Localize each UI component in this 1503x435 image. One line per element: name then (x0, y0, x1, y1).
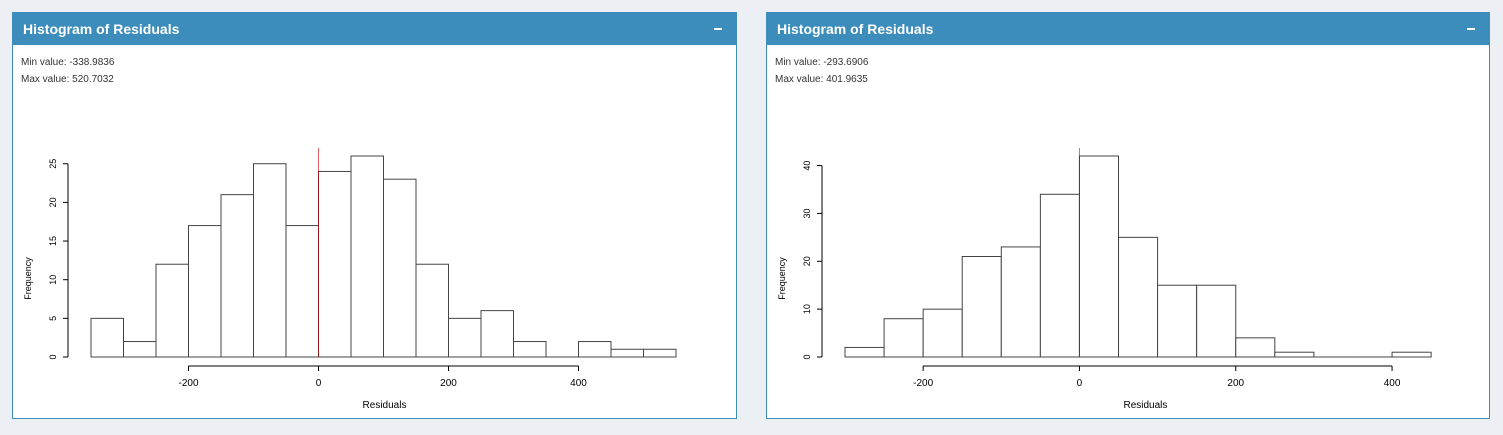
y-tick-label: 5 (48, 316, 58, 321)
histogram-bar (220, 194, 254, 358)
y-axis-label: Frequency (777, 257, 787, 300)
histogram-bar (285, 225, 319, 358)
x-tick-label: 200 (440, 378, 457, 389)
x-tick-label: 0 (316, 378, 322, 389)
y-tick-label: 10 (802, 304, 812, 314)
histogram-bar (610, 348, 644, 358)
y-tick-label: 30 (802, 208, 812, 218)
x-tick-label: 0 (1077, 378, 1083, 389)
y-tick-label: 15 (48, 236, 58, 246)
histogram-bar (1196, 284, 1237, 358)
histogram-bar (1157, 284, 1198, 358)
histogram-bar (415, 263, 449, 358)
histogram-bar (383, 178, 417, 358)
minus-icon (1467, 28, 1475, 30)
histogram-bar (188, 225, 222, 358)
panel-title: Histogram of Residuals (777, 21, 934, 37)
panel-header: Histogram of Residuals (767, 13, 1489, 45)
histogram-chart: -200 0 200 400 0 5 10 15 20 25 Residuals Frequency (23, 148, 677, 411)
x-axis-label: Residuals (363, 400, 407, 411)
histogram-bar (1274, 351, 1315, 358)
collapse-button[interactable] (710, 21, 726, 37)
y-tick-label: 20 (802, 256, 812, 266)
y-tick-label: 10 (48, 275, 58, 285)
y-axis-label: Frequency (23, 257, 33, 300)
histogram-bar (350, 155, 384, 358)
histogram-bar (1235, 337, 1276, 358)
histogram-bar (155, 263, 189, 358)
max-value-text: Max value: 520.7032 (21, 74, 114, 85)
panel-header: Histogram of Residuals (13, 13, 736, 45)
histogram-bar (318, 170, 352, 358)
x-tick-label: 400 (570, 378, 587, 389)
max-value-text: Max value: 401.9635 (775, 74, 868, 85)
x-axis-label: Residuals (1123, 400, 1167, 411)
x-tick-label: -200 (913, 378, 933, 389)
histogram-bar (90, 317, 124, 358)
minus-icon (714, 28, 722, 30)
histogram-bar (123, 341, 157, 358)
histogram-bar (643, 348, 677, 358)
min-value-text: Min value: -338.9836 (21, 57, 115, 68)
histogram-bar (1000, 246, 1041, 358)
histogram-bar (883, 318, 924, 358)
min-value-text: Min value: -293.6906 (775, 57, 869, 68)
histogram-bar (1118, 236, 1159, 358)
histogram-bar (1078, 155, 1120, 358)
histogram-bar (1039, 193, 1080, 358)
histogram-bar (844, 346, 885, 358)
histogram-bar (253, 163, 287, 358)
residuals-panel-1: Histogram of Residuals Min value: -338.9… (12, 12, 737, 419)
x-tick-label: -200 (178, 378, 198, 389)
y-tick-label: 0 (48, 354, 58, 359)
histogram-bar (480, 310, 514, 358)
histogram-bar (1391, 351, 1432, 358)
x-tick-label: 200 (1227, 378, 1244, 389)
y-tick-label: 25 (48, 159, 58, 169)
y-tick-label: 20 (48, 197, 58, 207)
histogram-chart: -200 0 200 400 0 10 20 30 40 Residuals Frequency (777, 148, 1432, 411)
stats-block: Min value: -338.9836 Max value: 520.7032 (13, 45, 736, 88)
histogram-bar (922, 308, 963, 358)
y-tick-label: 0 (802, 354, 812, 359)
stats-block: Min value: -293.6906 Max value: 401.9635 (767, 45, 1489, 88)
histogram-bar (448, 317, 482, 358)
residuals-panel-2: Histogram of Residuals Min value: -293.6… (766, 12, 1490, 419)
histogram-bar (513, 341, 547, 358)
histogram-bar (961, 256, 1002, 358)
x-tick-label: 400 (1384, 378, 1401, 389)
collapse-button[interactable] (1463, 21, 1479, 37)
y-tick-label: 40 (802, 161, 812, 171)
histogram-bar (578, 341, 612, 358)
panel-title: Histogram of Residuals (23, 21, 180, 37)
